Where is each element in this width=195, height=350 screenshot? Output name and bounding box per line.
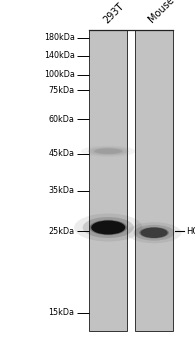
Text: 35kDa: 35kDa — [49, 186, 74, 195]
Text: HOXB6: HOXB6 — [186, 226, 195, 236]
Ellipse shape — [139, 227, 169, 239]
Ellipse shape — [90, 220, 127, 235]
Ellipse shape — [95, 148, 122, 154]
Text: 180kDa: 180kDa — [44, 33, 74, 42]
Text: 15kDa: 15kDa — [49, 308, 74, 317]
Bar — [135, 30, 173, 331]
Text: 45kDa: 45kDa — [49, 149, 74, 159]
Ellipse shape — [93, 148, 123, 154]
Ellipse shape — [81, 146, 136, 157]
Ellipse shape — [88, 147, 129, 155]
Ellipse shape — [91, 220, 125, 234]
Bar — [89, 30, 127, 331]
Text: 293T: 293T — [101, 1, 125, 25]
Text: 25kDa: 25kDa — [49, 226, 74, 236]
Text: 60kDa: 60kDa — [49, 114, 74, 124]
Text: 100kDa: 100kDa — [44, 70, 74, 79]
Text: Mouse lung: Mouse lung — [147, 0, 194, 25]
Ellipse shape — [127, 222, 181, 243]
Ellipse shape — [74, 214, 142, 242]
Ellipse shape — [140, 228, 168, 238]
Ellipse shape — [134, 225, 175, 241]
Ellipse shape — [83, 217, 134, 238]
Text: 75kDa: 75kDa — [49, 86, 74, 95]
Text: 140kDa: 140kDa — [44, 51, 74, 61]
